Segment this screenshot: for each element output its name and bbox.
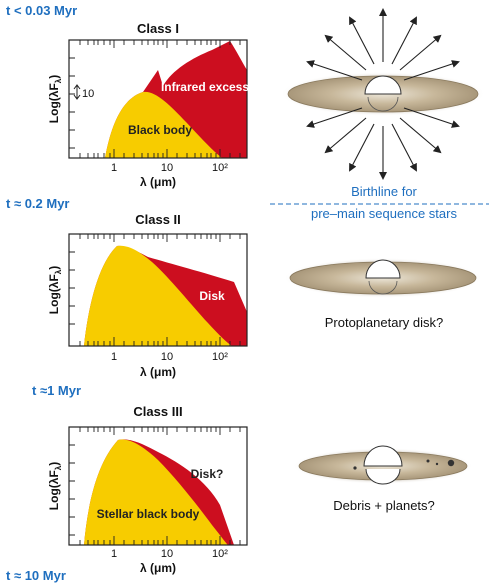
star-icon [365,259,401,279]
sed-panel-class-iii: Class III Disk? Stellar black body 1 10 … [47,404,248,575]
outflow-arrows [306,8,460,180]
x-tick-label: 10² [212,351,228,363]
axis-ticks-class-ii [69,234,241,346]
stellar-black-body-area [84,439,228,545]
x-tick-label: 1 [111,162,117,174]
panel-title-class-iii: Class III [133,404,182,419]
stellar-black-body-label: Stellar black body [97,507,200,521]
x-tick-label: 10 [161,162,173,174]
planet-icon [426,459,430,463]
sed-panel-class-ii: Class II Disk 1 10 10² λ (μm) Log(λFλ) [47,212,248,379]
y-axis-label: Log(λFλ) [47,462,63,510]
x-tick-label: 1 [111,351,117,363]
time-label-4: t ≈ 10 Myr [6,568,66,583]
infrared-excess-label: Infrared excess [161,80,249,94]
decade-scale-label: 10 [82,88,94,100]
x-tick-label: 1 [111,548,117,560]
disk-label: Disk [199,289,225,303]
birthline-text-1: Birthline for [351,184,417,199]
birthline-annotation: Birthline for pre–main sequence stars [270,184,489,221]
axis-ticks-class-iii [69,427,241,545]
x-tick-label: 10² [212,162,228,174]
planet-icon [447,459,455,467]
protoplanetary-disk-caption: Protoplanetary disk? [325,315,444,330]
x-tick-label: 10² [212,548,228,560]
sed-panel-class-i: Class I 10 Infrared excess Black body 1 … [47,21,249,189]
planet-icon [435,462,439,466]
decade-scale-arrow [73,84,81,100]
x-tick-label: 10 [161,548,173,560]
x-tick-label: 10 [161,351,173,363]
protostar-illustration [281,8,485,180]
black-body-area [84,245,232,346]
panel-title-class-ii: Class II [135,212,181,227]
x-axis-label: λ (μm) [140,561,176,575]
x-axis-label: λ (μm) [140,365,176,379]
time-label-3: t ≈1 Myr [32,383,81,398]
axis-ticks-class-i [69,40,241,158]
time-label-1: t < 0.03 Myr [6,3,77,18]
time-label-2: t ≈ 0.2 Myr [6,196,70,211]
star-icon [363,445,403,467]
star-icon [364,75,402,95]
x-axis-label: λ (μm) [140,175,176,189]
y-axis-label: Log(λFλ) [47,266,63,314]
y-axis-label: Log(λFλ) [47,75,63,123]
black-body-label: Black body [128,123,192,137]
protoplanetary-disk-illustration: Protoplanetary disk? [284,258,482,330]
debris-planets-caption: Debris + planets? [333,498,435,513]
planet-icon [353,466,357,470]
disk-question-label: Disk? [191,467,224,481]
debris-disk-illustration: Debris + planets? [293,445,473,513]
black-body-area [105,91,222,158]
panel-title-class-i: Class I [137,21,179,36]
birthline-text-2: pre–main sequence stars [311,206,457,221]
